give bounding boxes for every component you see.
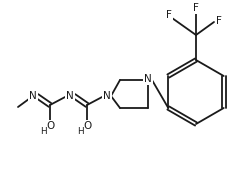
Text: F: F	[216, 16, 222, 26]
Text: N: N	[144, 74, 152, 84]
Text: F: F	[193, 3, 199, 13]
Text: N: N	[66, 91, 74, 101]
Text: H: H	[77, 126, 83, 135]
Text: O: O	[83, 121, 91, 131]
Text: N: N	[29, 91, 37, 101]
Text: O: O	[46, 121, 54, 131]
Text: F: F	[166, 10, 172, 20]
Text: N: N	[103, 91, 111, 101]
Text: H: H	[40, 126, 46, 135]
